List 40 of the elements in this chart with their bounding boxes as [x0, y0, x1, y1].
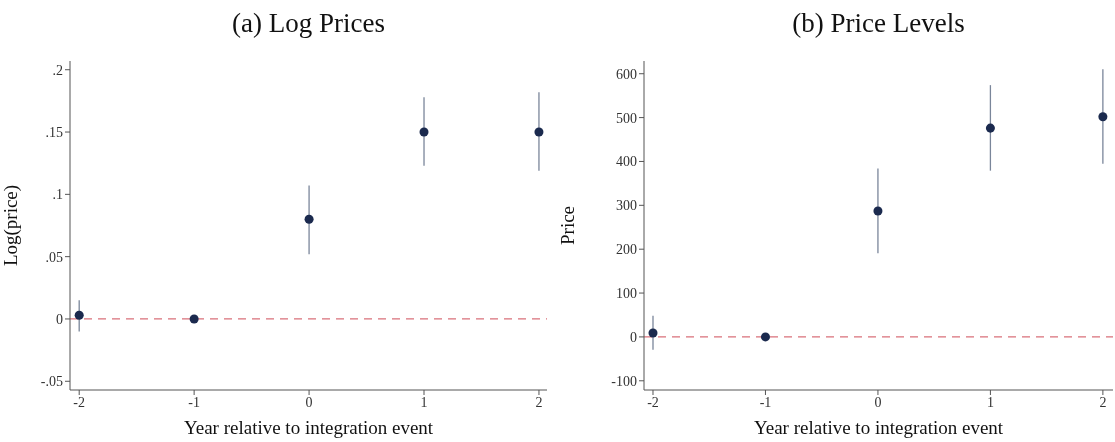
x-tick-label: -2 [647, 394, 659, 410]
chart-title: (a) Log Prices [231, 8, 386, 39]
point [534, 127, 544, 137]
y-tick-label: 600 [616, 66, 637, 82]
point [189, 314, 199, 324]
y-tick-label: .1 [52, 187, 63, 203]
y-tick-label: 100 [616, 286, 637, 302]
y-tick-label: .2 [52, 62, 63, 78]
y-tick-label: .05 [45, 249, 63, 265]
y-tick-label: 0 [630, 329, 637, 345]
point [985, 123, 995, 133]
y-tick-label: 400 [616, 154, 637, 170]
y-axis-title: Log(price) [0, 184, 22, 267]
x-tick-label: 1 [420, 394, 428, 410]
y-tick-label: 300 [616, 198, 637, 214]
x-tick-label: 0 [874, 394, 882, 410]
y-axis-title: Price [556, 205, 578, 246]
x-tick-label: 2 [535, 394, 543, 410]
y-tick-label: 200 [616, 242, 637, 258]
y-tick-label: 0 [56, 311, 63, 327]
point [760, 332, 770, 342]
x-tick-label: -1 [188, 394, 200, 410]
point [648, 328, 658, 338]
point [873, 206, 883, 216]
chart-title: (b) Price Levels [791, 8, 966, 39]
x-axis-title: Year relative to integration event [753, 417, 1004, 438]
x-tick-label: 0 [305, 394, 313, 410]
y-tick-label: .15 [45, 125, 63, 140]
point [1098, 112, 1108, 122]
point [419, 127, 429, 137]
x-tick-label: -2 [73, 394, 86, 410]
y-tick-label: -100 [611, 373, 637, 389]
point [74, 310, 84, 320]
x-tick-label: 1 [986, 394, 994, 410]
x-tick-label: -1 [759, 394, 772, 410]
y-tick-label: -.05 [40, 374, 63, 390]
x-tick-label: 2 [1099, 394, 1107, 410]
x-axis-title: Year relative to integration event [183, 417, 434, 438]
point [304, 214, 314, 224]
y-tick-label: 500 [616, 110, 637, 126]
